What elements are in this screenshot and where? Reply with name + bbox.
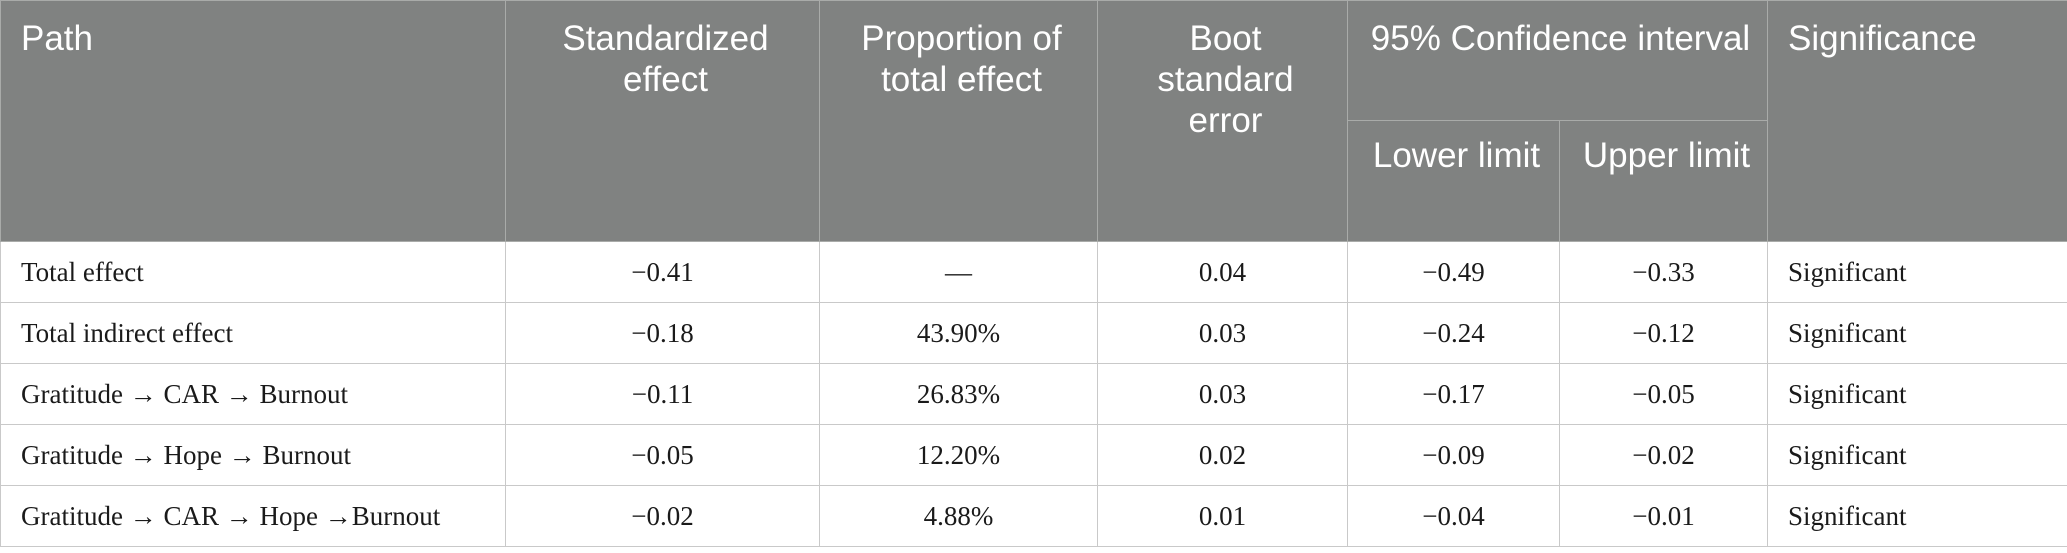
- header-significance: Significance: [1767, 0, 2067, 242]
- cell-se: 0.03: [1097, 363, 1348, 425]
- cell-proportion: —: [819, 241, 1098, 303]
- cell-path: Gratitude → CAR → Hope →Burnout: [0, 485, 506, 547]
- cell-upper: −0.01: [1559, 485, 1768, 547]
- header-lower-limit: Lower limit: [1347, 120, 1560, 242]
- cell-lower: −0.04: [1347, 485, 1560, 547]
- table-row: Gratitude → CAR → Burnout −0.11 26.83% 0…: [0, 363, 2067, 425]
- cell-se: 0.02: [1097, 424, 1348, 486]
- cell-lower: −0.09: [1347, 424, 1560, 486]
- cell-proportion: 4.88%: [819, 485, 1098, 547]
- cell-upper: −0.02: [1559, 424, 1768, 486]
- table-row: Gratitude → CAR → Hope →Burnout −0.02 4.…: [0, 485, 2067, 547]
- cell-significance: Significant: [1767, 363, 2067, 425]
- header-path: Path: [0, 0, 506, 242]
- header-proportion: Proportion of total effect: [819, 0, 1098, 242]
- cell-significance: Significant: [1767, 424, 2067, 486]
- cell-effect: −0.02: [505, 485, 820, 547]
- cell-se: 0.03: [1097, 302, 1348, 364]
- cell-significance: Significant: [1767, 241, 2067, 303]
- cell-significance: Significant: [1767, 485, 2067, 547]
- header-standardized-effect: Standardized effect: [505, 0, 820, 242]
- cell-lower: −0.49: [1347, 241, 1560, 303]
- table-row: Total indirect effect −0.18 43.90% 0.03 …: [0, 302, 2067, 364]
- cell-proportion: 43.90%: [819, 302, 1098, 364]
- header-confidence-interval: 95% Confidence interval: [1347, 0, 1768, 121]
- cell-significance: Significant: [1767, 302, 2067, 364]
- cell-upper: −0.05: [1559, 363, 1768, 425]
- cell-proportion: 12.20%: [819, 424, 1098, 486]
- cell-effect: −0.41: [505, 241, 820, 303]
- cell-effect: −0.05: [505, 424, 820, 486]
- header-boot-se: Boot standard error: [1097, 0, 1348, 242]
- table-row: Gratitude → Hope → Burnout −0.05 12.20% …: [0, 424, 2067, 486]
- cell-path: Total effect: [0, 241, 506, 303]
- table-row: Total effect −0.41 — 0.04 −0.49 −0.33 Si…: [0, 241, 2067, 303]
- cell-path: Gratitude → Hope → Burnout: [0, 424, 506, 486]
- cell-lower: −0.24: [1347, 302, 1560, 364]
- header-row: Path Standardized effect Proportion of t…: [0, 0, 2067, 242]
- cell-upper: −0.33: [1559, 241, 1768, 303]
- cell-lower: −0.17: [1347, 363, 1560, 425]
- header-subrow: Lower limit Upper limit: [1, 120, 2067, 242]
- cell-proportion: 26.83%: [819, 363, 1098, 425]
- cell-path: Gratitude → CAR → Burnout: [0, 363, 506, 425]
- cell-se: 0.01: [1097, 485, 1348, 547]
- cell-effect: −0.18: [505, 302, 820, 364]
- cell-se: 0.04: [1097, 241, 1348, 303]
- cell-path: Total indirect effect: [0, 302, 506, 364]
- header-upper-limit: Upper limit: [1559, 120, 1768, 242]
- cell-effect: −0.11: [505, 363, 820, 425]
- cell-upper: −0.12: [1559, 302, 1768, 364]
